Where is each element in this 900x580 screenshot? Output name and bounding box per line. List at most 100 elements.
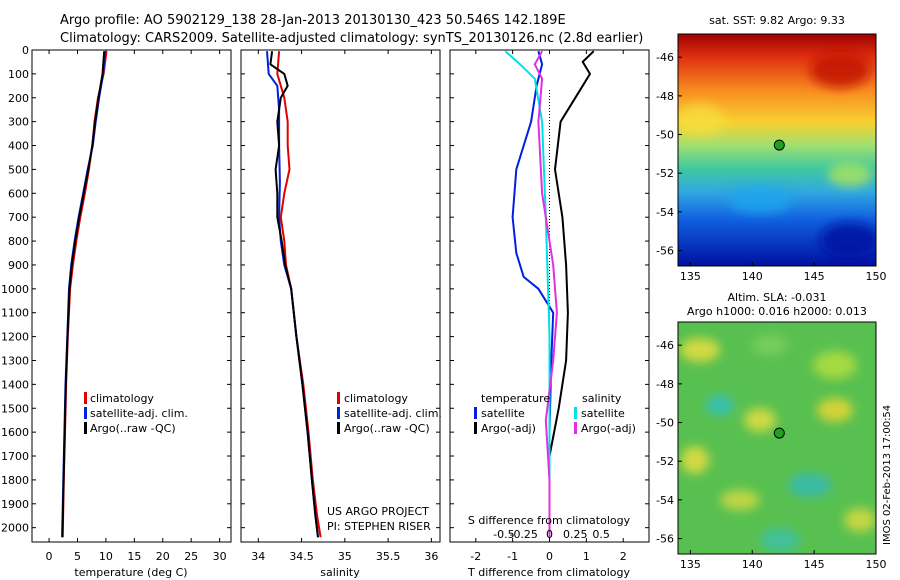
legend-swatch-satellite bbox=[337, 407, 340, 419]
depth-tick-label: 1700 bbox=[1, 450, 29, 463]
legend-label-satellite: satellite-adj. clim. bbox=[344, 407, 442, 420]
depth-tick-label: 1100 bbox=[1, 307, 29, 320]
sla-high-4 bbox=[817, 398, 853, 422]
difference-depth-ticks bbox=[450, 49, 649, 529]
lat-tick-label: -56 bbox=[656, 533, 674, 546]
sla-low-2 bbox=[788, 473, 832, 497]
sla-features bbox=[680, 335, 876, 552]
legend-label-s-argo: Argo(-adj) bbox=[581, 422, 636, 435]
s-tick-label: 0.25 bbox=[563, 528, 588, 541]
temperature-panel: 0100200300400500600700800900100011001200… bbox=[1, 44, 232, 579]
depth-tick-label: 1900 bbox=[1, 498, 29, 511]
legend-swatch-t-satellite bbox=[474, 407, 477, 419]
s-tick-label: 0.5 bbox=[592, 528, 610, 541]
series-line-salinity-argo-adj- bbox=[533, 50, 558, 538]
temperature-legend: climatology satellite-adj. clim. Argo(..… bbox=[84, 392, 188, 435]
sla-high-5 bbox=[681, 446, 709, 474]
salinity-legend: climatology satellite-adj. clim. Argo(..… bbox=[337, 392, 442, 435]
legend-label-argo: Argo(..raw -QC) bbox=[344, 422, 430, 435]
lon-tick-label: 135 bbox=[680, 558, 701, 571]
x-tick-label: 34.5 bbox=[289, 550, 314, 563]
sst-warm-eddy bbox=[810, 52, 870, 88]
lon-tick-label: 140 bbox=[742, 270, 763, 283]
x-tick-label: 36 bbox=[424, 550, 438, 563]
temperature-axis-label: temperature (deg C) bbox=[74, 566, 187, 579]
sst-cold-patch bbox=[820, 222, 876, 258]
lon-tick-label: 145 bbox=[804, 270, 825, 283]
s-tick-label: -0.25 bbox=[509, 528, 537, 541]
lon-tick-label: 140 bbox=[742, 558, 763, 571]
x-tick-label: 34 bbox=[251, 550, 265, 563]
depth-tick-label: 300 bbox=[8, 116, 29, 129]
x-tick-label: 35.5 bbox=[376, 550, 401, 563]
depth-tick-label: 800 bbox=[8, 235, 29, 248]
x-tick-label: 15 bbox=[127, 550, 141, 563]
lon-tick-label: 150 bbox=[866, 558, 887, 571]
difference-panel: -2 -1 0 1 2 T difference from climatology S … bbox=[449, 49, 650, 579]
sst-map-title: sat. SST: 9.82 Argo: 9.33 bbox=[709, 14, 845, 27]
depth-axis-ticks: 0 100 200 300 400 500 600 700 800 900 1000 1100 1200… bbox=[1, 44, 231, 535]
x-tick-label: 20 bbox=[156, 550, 170, 563]
project-annotation: US ARGO PROJECT bbox=[327, 505, 429, 518]
s-tick-label: 0 bbox=[546, 528, 553, 541]
sst-cool-band bbox=[728, 186, 792, 214]
t-difference-axis-label: T difference from climatology bbox=[467, 566, 630, 579]
legend-label-satellite: satellite-adj. clim. bbox=[90, 407, 188, 420]
s-difference-axis-label: S difference from climatology bbox=[468, 514, 631, 527]
lat-tick-label: -54 bbox=[656, 494, 674, 507]
sla-high-7 bbox=[844, 508, 876, 532]
x-tick-label: -1 bbox=[507, 550, 518, 563]
sla-low-1 bbox=[706, 395, 734, 415]
lat-tick-label: -48 bbox=[656, 90, 674, 103]
legend-swatch-s-argo bbox=[574, 422, 577, 434]
difference-series-lines bbox=[504, 50, 595, 538]
depth-tick-label: 0 bbox=[22, 44, 29, 57]
lat-tick-label: -46 bbox=[656, 339, 674, 352]
legend-swatch-argo bbox=[84, 422, 87, 434]
legend-label-t-argo: Argo(-adj) bbox=[481, 422, 536, 435]
depth-tick-label: 1200 bbox=[1, 331, 29, 344]
legend-swatch-climatology bbox=[337, 392, 340, 404]
salinity-axis-ticks: 34 34.5 35 35.5 36 bbox=[251, 50, 438, 563]
x-tick-label: 30 bbox=[213, 550, 227, 563]
depth-tick-label: 1500 bbox=[1, 402, 29, 415]
imos-timestamp: IMOS 02-Feb-2013 17:00:54 bbox=[882, 405, 893, 545]
lon-tick-label: 145 bbox=[804, 558, 825, 571]
lat-tick-label: -50 bbox=[656, 129, 674, 142]
legend-label-climatology: climatology bbox=[344, 392, 408, 405]
legend-swatch-s-satellite bbox=[574, 407, 577, 419]
lat-tick-label: -52 bbox=[656, 167, 674, 180]
depth-tick-label: 1400 bbox=[1, 378, 29, 391]
sla-high-1 bbox=[680, 338, 720, 362]
depth-tick-label: 900 bbox=[8, 259, 29, 272]
lat-tick-label: -50 bbox=[656, 417, 674, 430]
sst-map-frame bbox=[677, 33, 877, 267]
title-line-2: Climatology: CARS2009. Satellite-adjuste… bbox=[60, 31, 643, 46]
depth-tick-label: 1600 bbox=[1, 426, 29, 439]
sla-low-3 bbox=[760, 528, 800, 552]
lat-tick-label: -54 bbox=[656, 206, 674, 219]
lat-tick-label: -48 bbox=[656, 378, 674, 391]
x-tick-label: 0 bbox=[46, 550, 53, 563]
sla-mid-1 bbox=[752, 335, 788, 355]
sla-map-subtitle: Argo h1000: 0.016 h2000: 0.013 bbox=[687, 305, 867, 318]
salinity-series-lines bbox=[266, 51, 322, 538]
sla-map-panel: Altim. SLA: -0.031 Argo h1000: 0.016 h20… bbox=[656, 291, 886, 571]
x-tick-label: 10 bbox=[99, 550, 113, 563]
argo-float-marker bbox=[773, 427, 785, 439]
legend-label-argo: Argo(..raw -QC) bbox=[90, 422, 176, 435]
temperature-axis-ticks: 0 5 10 15 20 25 30 bbox=[46, 50, 227, 563]
lat-tick-label: -56 bbox=[656, 245, 674, 258]
x-tick-label: 0 bbox=[546, 550, 553, 563]
argo-float-marker bbox=[773, 139, 785, 151]
sst-cool-patch bbox=[828, 163, 872, 187]
sst-map-ticks: 135 140 145 150 -46 -48 -50 -52 -54 -56 bbox=[656, 51, 886, 283]
depth-tick-label: 2000 bbox=[1, 522, 29, 535]
salinity-axis-label: salinity bbox=[320, 566, 360, 579]
depth-tick-label: 200 bbox=[8, 92, 29, 105]
x-tick-label: 35 bbox=[338, 550, 352, 563]
temperature-series-lines bbox=[61, 51, 108, 538]
legend-label-climatology: climatology bbox=[90, 392, 154, 405]
lat-tick-label: -52 bbox=[656, 455, 674, 468]
x-tick-label: 25 bbox=[184, 550, 198, 563]
